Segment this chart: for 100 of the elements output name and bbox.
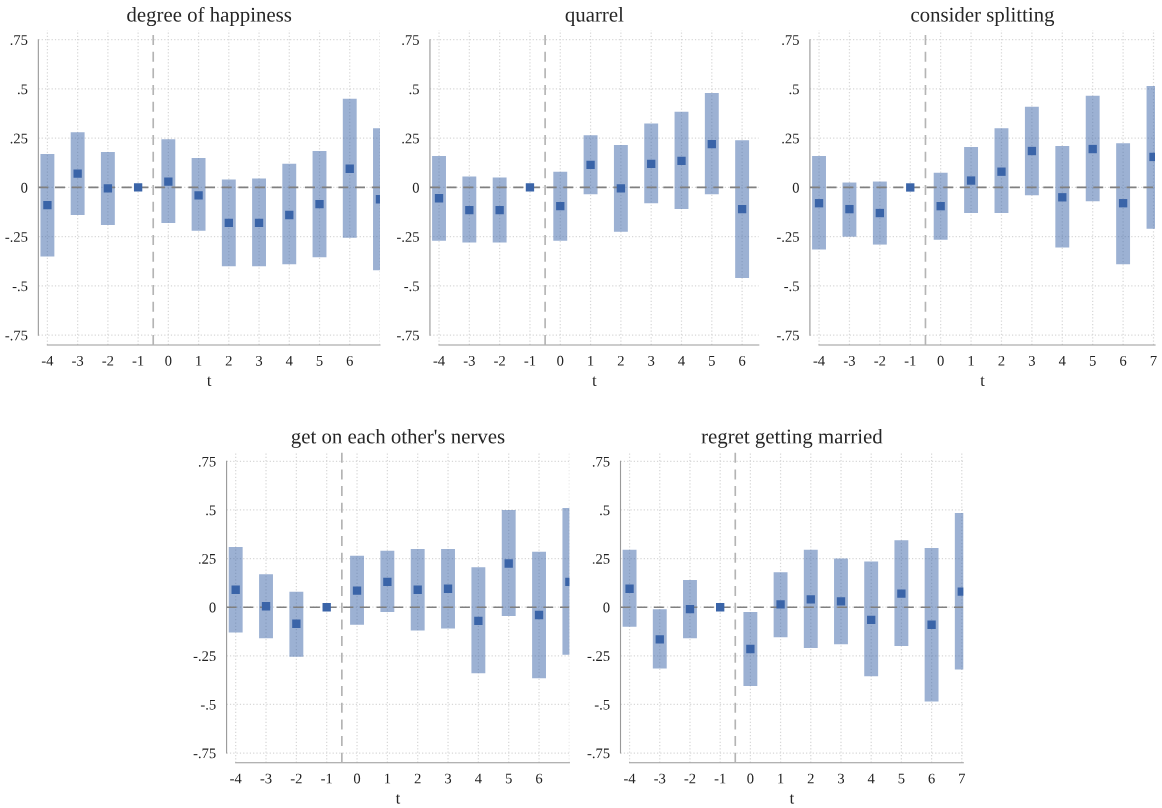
- x-tick-label: 6: [1120, 355, 1127, 366]
- x-tick-label: 4: [475, 773, 482, 784]
- x-tick-label: 7: [1150, 356, 1157, 366]
- x-tick-label: -1: [524, 355, 536, 366]
- y-tick-label: -.25: [587, 651, 610, 662]
- y-tick-label: 0: [21, 182, 28, 193]
- y-tick-label: .25: [198, 554, 216, 564]
- y-tick-label: .5: [409, 84, 419, 95]
- x-tick-label: 1: [968, 355, 974, 366]
- y-tick-label: -.75: [776, 330, 799, 341]
- y-tick-label: 0: [412, 182, 419, 193]
- y-tick-label: .25: [402, 133, 419, 144]
- x-tick-label: 0: [557, 355, 564, 366]
- y-tick-label: .5: [789, 84, 799, 95]
- y-tick-label: .75: [402, 35, 419, 46]
- x-tick-label: -3: [463, 355, 475, 366]
- x-tick-label: 4: [867, 773, 875, 784]
- y-tick-label: -.25: [396, 232, 419, 242]
- x-tick-label: 5: [1089, 356, 1096, 366]
- x-axis-title: t: [207, 376, 212, 386]
- x-axis-title: t: [592, 376, 597, 386]
- x-tick-label: -3: [843, 355, 855, 366]
- x-tick-label: 0: [165, 355, 172, 366]
- x-tick-label: 2: [617, 355, 624, 366]
- x-tick-label: -4: [41, 355, 54, 366]
- x-tick-label: 2: [998, 355, 1005, 366]
- x-tick-label: 1: [385, 773, 391, 784]
- x-tick-label: 3: [838, 773, 845, 784]
- x-tick-label: -4: [624, 773, 636, 784]
- x-tick-label: 2: [225, 355, 232, 366]
- x-tick-label: -1: [132, 355, 144, 366]
- x-tick-label: 4: [1058, 355, 1066, 366]
- y-tick-label: -.5: [784, 281, 799, 292]
- y-tick-label: -.5: [404, 281, 419, 292]
- x-tick-label: -4: [433, 355, 445, 366]
- x-tick-label: 2: [414, 773, 421, 784]
- y-tick-label: .5: [17, 84, 28, 95]
- x-tick-label: -4: [813, 355, 825, 366]
- chart-title: degree of happiness: [127, 6, 292, 27]
- chart-title: regret getting married: [701, 428, 883, 448]
- x-tick-label: 4: [678, 355, 685, 366]
- x-tick-label: -2: [290, 773, 302, 784]
- y-tick-label: .75: [198, 456, 216, 467]
- x-tick-label: 6: [928, 773, 935, 784]
- x-tick-label: 1: [588, 355, 594, 366]
- y-tick-label: -.25: [5, 232, 28, 242]
- x-tick-label: -1: [714, 773, 726, 784]
- x-tick-label: 6: [739, 355, 746, 366]
- y-tick-label: -.5: [12, 281, 28, 292]
- x-tick-label: 4: [285, 355, 293, 366]
- x-tick-label: -1: [321, 773, 332, 784]
- x-tick-label: 5: [505, 773, 512, 784]
- y-tick-label: .5: [206, 505, 216, 516]
- y-tick-label: -.75: [5, 330, 28, 341]
- x-tick-label: -3: [654, 773, 666, 784]
- x-tick-label: 0: [747, 773, 754, 784]
- x-tick-label: 5: [316, 356, 323, 366]
- x-tick-label: -2: [102, 355, 114, 366]
- x-tick-label: 1: [778, 773, 784, 784]
- x-tick-label: 0: [353, 773, 361, 784]
- y-tick-label: .75: [10, 35, 28, 46]
- x-axis-title: t: [395, 794, 401, 804]
- x-tick-label: 3: [256, 355, 263, 366]
- x-tick-label: -3: [72, 355, 84, 366]
- x-axis-title: t: [980, 376, 985, 386]
- chart-title: get on each other's nerves: [291, 428, 505, 448]
- y-tick-label: 0: [603, 602, 610, 613]
- x-tick-label: 7: [959, 773, 966, 784]
- x-tick-label: -2: [874, 355, 886, 366]
- x-tick-label: 1: [196, 355, 202, 366]
- y-tick-label: -.5: [200, 699, 216, 710]
- y-tick-label: .25: [782, 133, 799, 144]
- y-tick-label: 0: [792, 182, 799, 193]
- y-tick-label: .75: [782, 35, 799, 46]
- x-tick-label: 3: [445, 773, 452, 784]
- x-tick-label: -3: [260, 773, 272, 784]
- x-tick-label: -2: [494, 355, 505, 366]
- chart-title: consider splitting: [911, 7, 1055, 27]
- x-tick-label: 6: [346, 355, 353, 366]
- x-tick-label: 5: [898, 773, 905, 784]
- y-tick-label: -.75: [587, 748, 610, 759]
- x-tick-label: 5: [709, 356, 715, 366]
- y-tick-label: .5: [600, 505, 610, 516]
- x-tick-label: 6: [536, 773, 543, 784]
- x-tick-label: -4: [230, 773, 242, 784]
- y-tick-label: .25: [10, 133, 28, 144]
- x-tick-label: -2: [684, 773, 696, 784]
- x-tick-label: 0: [937, 355, 944, 366]
- y-tick-label: .75: [592, 456, 610, 467]
- y-tick-label: .25: [592, 554, 610, 564]
- y-tick-label: -.25: [193, 651, 216, 662]
- x-axis-title: t: [789, 794, 795, 804]
- x-tick-label: 3: [648, 355, 655, 366]
- y-tick-label: -.75: [193, 748, 216, 759]
- chart-title: quarrel: [565, 7, 624, 26]
- y-tick-label: -.5: [594, 699, 610, 710]
- y-tick-label: 0: [209, 602, 216, 613]
- x-tick-label: -1: [904, 355, 916, 366]
- x-tick-label: 2: [807, 773, 814, 784]
- y-tick-label: -.75: [396, 330, 419, 341]
